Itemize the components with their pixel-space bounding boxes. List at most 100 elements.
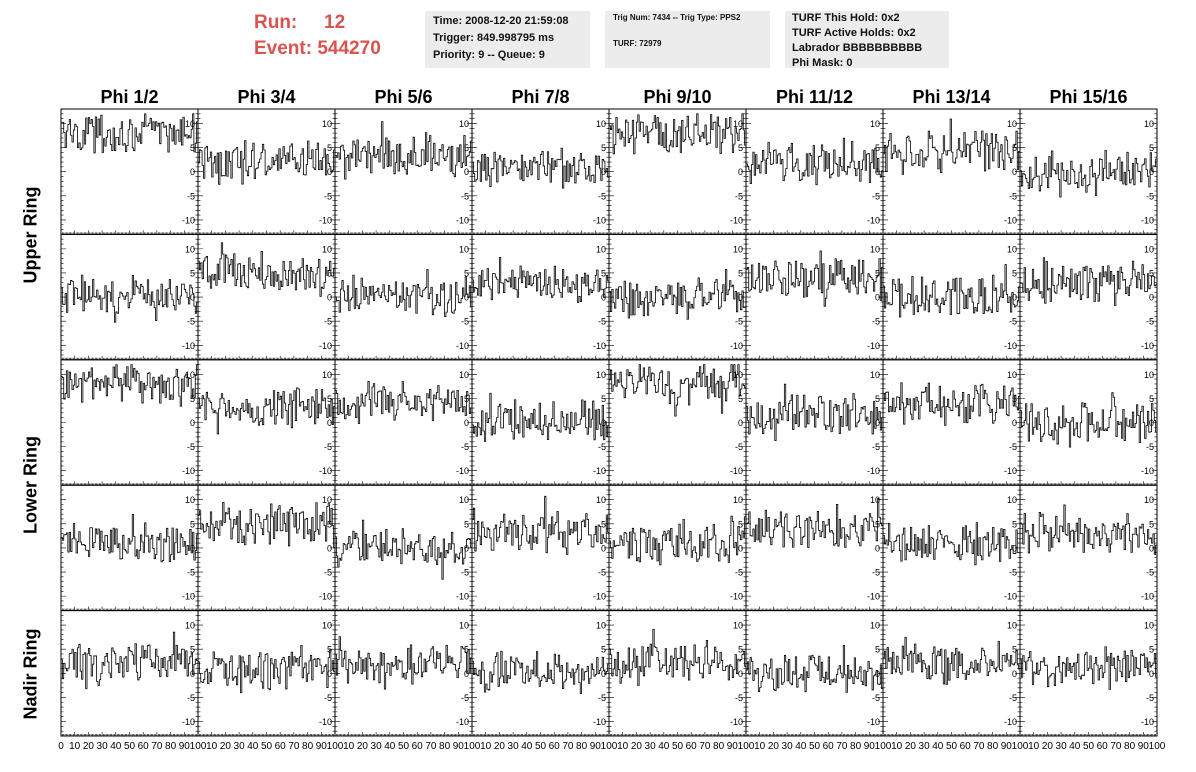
x-ticks-r2-c6 <box>882 481 1021 486</box>
y-tick-label: -5 <box>1146 191 1154 201</box>
y-ticks-r4-c1 <box>198 615 335 732</box>
y-tick-label: -10 <box>456 717 469 727</box>
waveform-r1-c6 <box>883 264 1020 318</box>
y-ticks-r0-c0 <box>61 113 198 230</box>
event-value: 544270 <box>317 38 381 59</box>
y-tick-label: -5 <box>187 191 195 201</box>
y-tick-label: 10 <box>596 370 606 380</box>
y-ticks-r0-c3 <box>472 113 609 230</box>
y-tick-label: -10 <box>593 717 606 727</box>
x-tick-label: 10 <box>480 741 492 752</box>
y-tick-label: 10 <box>1007 244 1017 254</box>
x-tick-label: 30 <box>782 741 794 752</box>
y-tick-label: -10 <box>867 592 880 602</box>
y-ticks-r0-c4 <box>609 113 746 230</box>
y-tick-label: -5 <box>598 693 606 703</box>
waveform-r0-c5 <box>746 137 883 186</box>
panel-frame-r4-c1 <box>197 610 336 737</box>
y-tick-label: -5 <box>1009 317 1017 327</box>
y-tick-label: -5 <box>735 568 743 578</box>
x-tick-label: 40 <box>110 741 122 752</box>
x-tick-label: 90 <box>179 741 191 752</box>
x-tick-label: 0 <box>58 741 64 752</box>
x-tick-label: 100 <box>464 741 481 752</box>
x-ticks-r3-c6 <box>882 606 1021 611</box>
y-tick-label: 0 <box>1012 418 1017 428</box>
x-tick-label: 30 <box>919 741 931 752</box>
y-tick-label: -5 <box>1009 442 1017 452</box>
y-tick-label: 10 <box>596 495 606 505</box>
x-tick-label: 30 <box>371 741 383 752</box>
y-tick-label: 0 <box>601 669 606 679</box>
y-tick-label: 5 <box>1149 645 1154 655</box>
waveform-r3-c5 <box>746 498 883 548</box>
y-tick-label: -10 <box>1004 717 1017 727</box>
waveform-r3-c3 <box>472 495 609 555</box>
waveform-r3-c0 <box>61 514 198 563</box>
x-tick-label: 40 <box>521 741 533 752</box>
y-ticks-r2-c7 <box>1020 364 1157 481</box>
x-tick-label: 40 <box>932 741 944 752</box>
waveform-r0-c4 <box>609 113 746 155</box>
y-ticks-r4-c7 <box>1020 615 1157 732</box>
y-tick-label: 10 <box>322 370 332 380</box>
y-tick-label: 5 <box>1149 394 1154 404</box>
priority-text: Priority: 9 -- Queue: 9 <box>433 49 545 61</box>
x-ticks-r1-c4 <box>608 355 747 360</box>
y-ticks-r0-c5 <box>746 113 883 230</box>
y-tick-label: 0 <box>464 293 469 303</box>
y-tick-label: -5 <box>187 568 195 578</box>
x-ticks-r2-c4 <box>608 481 747 486</box>
y-tick-label: -5 <box>324 442 332 452</box>
y-tick-label: 5 <box>327 394 332 404</box>
x-ticks-r1-c3 <box>471 355 610 360</box>
x-tick-label: 40 <box>384 741 396 752</box>
y-tick-label: -10 <box>593 341 606 351</box>
x-ticks-r0-c3 <box>471 230 610 235</box>
x-tick-label: 50 <box>672 741 684 752</box>
x-tick-label: 80 <box>850 741 862 752</box>
waveform-r1-c3 <box>472 257 609 303</box>
y-tick-label: -5 <box>872 693 880 703</box>
y-tick-label: 5 <box>1012 645 1017 655</box>
y-tick-label: -5 <box>872 442 880 452</box>
y-tick-label: -10 <box>1141 341 1154 351</box>
x-ticks-r1-c7 <box>1019 355 1158 360</box>
waveform-r2-c2 <box>335 381 472 424</box>
y-tick-label: 10 <box>459 119 469 129</box>
y-tick-label: -10 <box>182 215 195 225</box>
y-tick-label: -10 <box>319 215 332 225</box>
waveform-r3-c6 <box>883 522 1020 566</box>
x-ticks-r3-c3 <box>471 606 610 611</box>
y-tick-label: 5 <box>464 519 469 529</box>
x-tick-label: 70 <box>288 741 300 752</box>
y-tick-label: 5 <box>738 645 743 655</box>
y-tick-label: 5 <box>1149 268 1154 278</box>
y-tick-label: 5 <box>875 143 880 153</box>
x-tick-label: 20 <box>905 741 917 752</box>
y-tick-label: -10 <box>319 592 332 602</box>
panel-frame-r2-c2 <box>334 359 473 486</box>
x-tick-label: 10 <box>891 741 903 752</box>
x-ticks-r1-c2 <box>334 355 473 360</box>
y-tick-label: 10 <box>1007 495 1017 505</box>
y-tick-label: -5 <box>1146 442 1154 452</box>
y-tick-label: 0 <box>464 669 469 679</box>
y-tick-label: -10 <box>730 466 743 476</box>
y-tick-label: -5 <box>735 442 743 452</box>
y-tick-label: 0 <box>875 543 880 553</box>
y-ticks-r1-c5 <box>746 238 883 356</box>
phi-title-1: Phi 1/2 <box>100 87 159 107</box>
run-value: 12 <box>324 12 346 33</box>
x-tick-label: 60 <box>138 741 150 752</box>
y-tick-label: 0 <box>738 418 743 428</box>
waveform-r1-c5 <box>746 250 883 307</box>
x-tick-label: 50 <box>398 741 410 752</box>
y-tick-label: -10 <box>867 717 880 727</box>
x-tick-label: 100 <box>1012 741 1029 752</box>
run-event-header: Run: 12 Event: 544270 <box>254 10 381 62</box>
y-tick-label: -10 <box>1004 592 1017 602</box>
y-tick-label: -5 <box>324 191 332 201</box>
x-tick-label: 50 <box>946 741 958 752</box>
y-tick-label: 0 <box>464 167 469 177</box>
